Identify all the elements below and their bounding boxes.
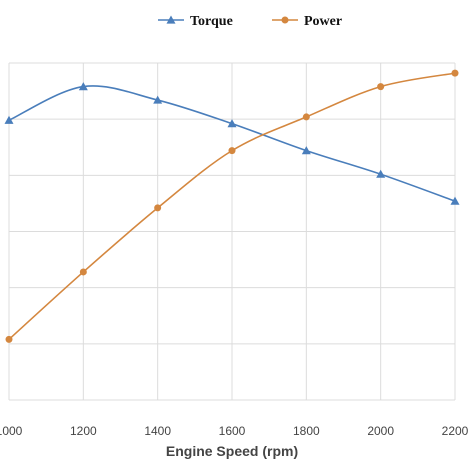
power-point	[302, 113, 310, 121]
x-tick-label: 2200	[442, 424, 469, 438]
x-tick-label: 1000	[0, 424, 23, 438]
power-legend-label: Power	[304, 14, 342, 29]
x-tick-label: 2000	[367, 424, 394, 438]
legend: Torque Power	[158, 14, 342, 29]
torque-legend-label: Torque	[190, 14, 233, 29]
x-tick-label: 1800	[293, 424, 320, 438]
torque-point	[4, 115, 14, 124]
x-tick-label: 1400	[144, 424, 171, 438]
torque-point	[227, 119, 237, 128]
power-point	[79, 268, 87, 276]
x-tick-label: 1600	[219, 424, 246, 438]
torque-point	[78, 82, 88, 91]
torque-legend-marker	[166, 15, 176, 24]
power-legend-marker	[281, 16, 289, 24]
x-axis-title: Engine Speed (rpm)	[166, 443, 298, 459]
power-point	[377, 83, 385, 91]
power-point	[154, 204, 162, 212]
x-axis-ticks: 1000 1200 1400 1600 1800 2000 2200	[0, 424, 469, 438]
torque-point	[376, 169, 386, 178]
grid	[8, 62, 456, 401]
torque-point	[153, 95, 163, 104]
torque-point	[450, 196, 460, 205]
x-tick-label: 1200	[70, 424, 97, 438]
power-point	[5, 335, 13, 343]
power-point	[451, 69, 459, 77]
torque-point	[301, 146, 311, 155]
plot-area	[4, 69, 460, 343]
power-point	[228, 147, 236, 155]
